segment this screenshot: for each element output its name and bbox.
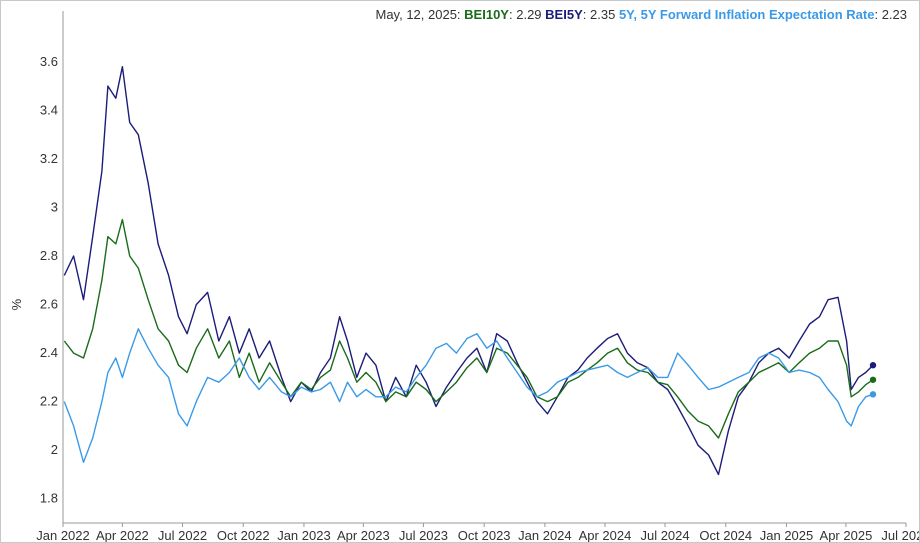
- x-tick-label: Oct 2023: [458, 528, 511, 542]
- legend-date: May, 12, 2025:: [375, 7, 461, 22]
- y-tick-label: 2.4: [40, 345, 58, 360]
- x-tick-label: Jul 2024: [640, 528, 689, 542]
- series-end-marker-bei10y: [869, 376, 877, 383]
- series-line-bei5y: [63, 65, 874, 476]
- x-tick-label: Apr 2023: [337, 528, 390, 542]
- legend-bei10y-label: BEI10Y: [464, 7, 509, 22]
- legend-bei5y-sep: :: [582, 7, 587, 22]
- legend-5y5y-value: 2.23: [881, 7, 907, 22]
- series-line-5y-5y-forward-inflation-expectation-rate: [63, 328, 874, 463]
- x-tick-label: Oct 2024: [699, 528, 752, 542]
- legend-bei5y-value: 2.35: [590, 7, 616, 22]
- chart-end-markers: [869, 362, 877, 398]
- y-tick-label: 3.2: [40, 151, 58, 166]
- legend-bei10y-sep: :: [508, 7, 513, 22]
- x-tick-label: Oct 2022: [217, 528, 270, 542]
- chart-axes: 1.8 2 2.2 2.4 2.6 2.8 3 3.2 3.4 3.6 Jan 2022 Apr 20…: [9, 11, 919, 542]
- x-tick-label: Jan 2025: [760, 528, 814, 542]
- series-end-marker-bei5y: [869, 362, 877, 369]
- y-axis-label: %: [9, 298, 24, 310]
- chart-lines: [63, 65, 874, 476]
- legend-bei5y-label: BEI5Y: [545, 7, 583, 22]
- x-tick-label: Jan 2022: [36, 528, 90, 542]
- legend-5y5y-sep: :: [874, 7, 879, 22]
- series-line-bei10y: [63, 218, 874, 439]
- x-tick-label: Jan 2024: [518, 528, 572, 542]
- x-tick-label: Jan 2023: [277, 528, 331, 542]
- y-tick-label: 2.8: [40, 248, 58, 263]
- series-end-marker-5y-5y-forward-inflation-expectation-rate: [869, 391, 877, 398]
- y-tick-label: 2.6: [40, 297, 58, 312]
- x-tick-label: Jul 2025: [881, 528, 919, 542]
- x-tick-label: Apr 2024: [579, 528, 632, 542]
- chart-legend: May, 12, 2025: BEI10Y: 2.29 BEI5Y: 2.35 …: [376, 7, 908, 22]
- y-tick-label: 3.6: [40, 54, 58, 69]
- y-tick-label: 3: [51, 199, 58, 214]
- x-tick-label: Jul 2023: [399, 528, 448, 542]
- legend-5y5y-label: 5Y, 5Y Forward Inflation Expectation Rat…: [618, 7, 875, 22]
- legend-bei10y-value: 2.29: [516, 7, 542, 22]
- legend-bei10y: BEI10Y: 2.29: [464, 7, 541, 22]
- y-tick-label: 3.4: [40, 102, 58, 117]
- y-tick-label: 2: [51, 442, 58, 457]
- x-tick-label: Apr 2025: [820, 528, 873, 542]
- x-tick-label: Jul 2022: [158, 528, 207, 542]
- x-tick-label: Apr 2022: [96, 528, 149, 542]
- y-tick-label: 1.8: [40, 491, 58, 506]
- legend-bei5y: BEI5Y: 2.35: [545, 7, 615, 22]
- legend-5y5y: 5Y, 5Y Forward Inflation Expectation Rat…: [619, 7, 907, 22]
- y-tick-label: 2.2: [40, 394, 58, 409]
